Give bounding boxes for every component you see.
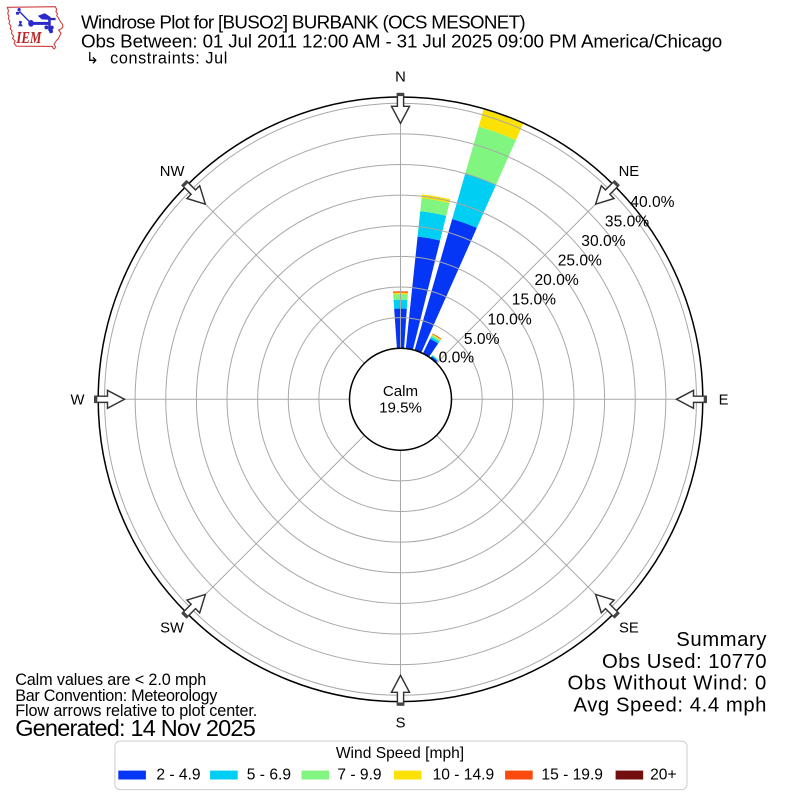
svg-text:35.0%: 35.0% <box>605 213 649 230</box>
svg-text:NE: NE <box>619 164 640 180</box>
svg-text:W: W <box>71 392 85 408</box>
svg-text:Calm values are < 2.0 mph: Calm values are < 2.0 mph <box>15 671 206 689</box>
svg-text:IEM: IEM <box>16 30 42 48</box>
svg-text:Windrose Plot for [BUSO2] BURB: Windrose Plot for [BUSO2] BURBANK (OCS M… <box>81 12 525 33</box>
svg-text:Generated: 14 Nov 2025: Generated: 14 Nov 2025 <box>15 715 256 741</box>
svg-text:Wind Speed [mph]: Wind Speed [mph] <box>336 745 464 762</box>
svg-text:5 - 6.9: 5 - 6.9 <box>247 767 291 784</box>
svg-text:2 - 4.9: 2 - 4.9 <box>156 767 200 784</box>
svg-text:Flow arrows relative to plot c: Flow arrows relative to plot center. <box>15 702 257 720</box>
svg-text:5.0%: 5.0% <box>464 331 500 348</box>
svg-text:7 - 9.9: 7 - 9.9 <box>337 767 381 784</box>
svg-text:Obs Without Wind: 0: Obs Without Wind: 0 <box>568 673 767 695</box>
svg-text:SW: SW <box>160 621 184 637</box>
svg-text:0.0%: 0.0% <box>439 349 475 366</box>
svg-text:Summary: Summary <box>676 629 767 651</box>
svg-text:25.0%: 25.0% <box>558 253 602 270</box>
svg-text:19.5%: 19.5% <box>379 400 422 417</box>
svg-text:20.0%: 20.0% <box>535 272 579 289</box>
svg-text:20+: 20+ <box>650 767 676 784</box>
svg-text:Bar Convention: Meteorology: Bar Convention: Meteorology <box>15 687 218 705</box>
svg-text:E: E <box>719 392 729 408</box>
svg-text:Obs Between: 01 Jul 2011 12:00: Obs Between: 01 Jul 2011 12:00 AM - 31 J… <box>81 31 722 52</box>
svg-text:10.0%: 10.0% <box>488 311 532 328</box>
svg-text:40.0%: 40.0% <box>630 194 674 211</box>
svg-text:SE: SE <box>619 621 639 637</box>
svg-text:15.0%: 15.0% <box>512 291 556 308</box>
svg-text:↳ constraints: Jul: ↳ constraints: Jul <box>86 50 228 68</box>
svg-text:NW: NW <box>160 164 185 180</box>
svg-text:S: S <box>396 715 406 731</box>
svg-text:Calm: Calm <box>383 383 418 400</box>
svg-text:15 - 19.9: 15 - 19.9 <box>541 767 603 784</box>
svg-text:N: N <box>395 69 406 85</box>
svg-text:30.0%: 30.0% <box>581 233 625 250</box>
svg-text:10 - 14.9: 10 - 14.9 <box>433 767 495 784</box>
svg-text:Obs Used: 10770: Obs Used: 10770 <box>602 651 767 673</box>
svg-text:Avg Speed: 4.4 mph: Avg Speed: 4.4 mph <box>574 695 768 717</box>
